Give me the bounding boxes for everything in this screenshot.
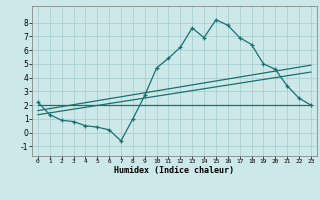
X-axis label: Humidex (Indice chaleur): Humidex (Indice chaleur) (115, 166, 234, 175)
